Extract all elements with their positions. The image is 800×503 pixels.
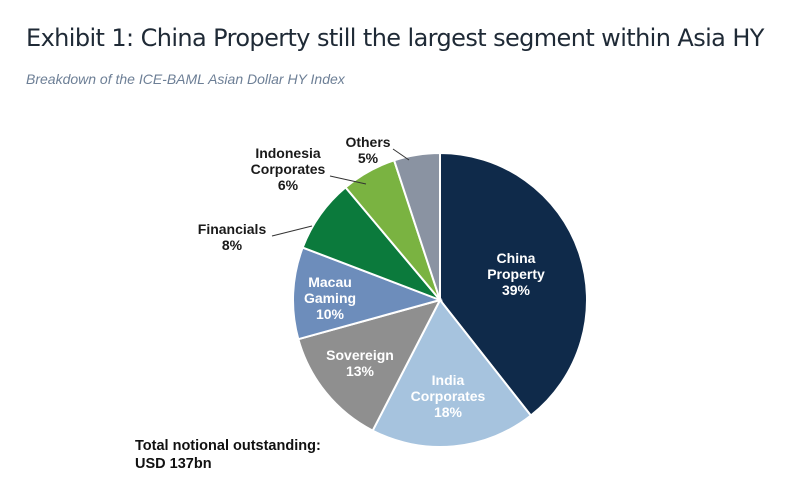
total-notional-value: USD 137bn [135,456,212,472]
pie-slices [292,151,588,448]
slice-label-indonesia-corporates: Indonesia Corporates 6% [251,145,326,193]
slice-label-sovereign: Sovereign 13% [326,347,394,379]
pie-slice-macau-gaming [292,246,444,341]
chart-subtitle: Breakdown of the ICE-BAML Asian Dollar H… [26,71,345,87]
slice-label-china-property: China Property 39% [487,250,545,298]
slice-label-macau-gaming: Macau Gaming 10% [304,274,356,322]
total-notional-label: Total notional outstanding: [135,438,321,454]
total-notional-note: Total notional outstanding: USD 137bn [135,437,321,473]
pie-slice-others [392,151,441,301]
leader-line-financials [271,225,313,237]
leader-line-others [392,148,410,161]
pie-slice-china-property [439,151,588,417]
slice-label-financials: Financials 8% [198,221,267,253]
leader-line-indonesia-corporates [329,175,367,185]
chart-title: Exhibit 1: China Property still the larg… [26,24,764,52]
slice-label-india-corporates: India Corporates 18% [411,372,486,420]
slice-label-others: Others 5% [345,134,390,166]
pie-slice-sovereign [297,298,442,433]
pie-slice-india-corporates [371,298,533,448]
